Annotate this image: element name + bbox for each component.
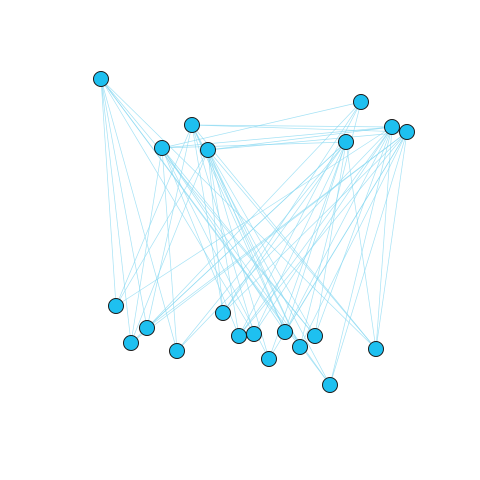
edge-t6-b7	[253, 141, 347, 335]
edge-t4-b13	[207, 149, 377, 350]
node-layer	[93, 71, 415, 393]
node-t2	[184, 117, 200, 133]
edge-t8-b2	[146, 131, 408, 329]
edge-t1-b13	[100, 78, 377, 350]
edge-t1-b7	[100, 78, 255, 335]
edge-t2-t7	[191, 124, 393, 128]
node-b2	[139, 320, 155, 336]
edge-t3-b4	[161, 147, 178, 352]
edge-t3-t6	[161, 141, 347, 149]
edge-t7-b7	[253, 126, 393, 335]
node-t1	[93, 71, 109, 87]
edge-t6-b9	[284, 141, 347, 333]
edge-t5-t3	[161, 101, 362, 149]
node-t6	[338, 134, 354, 150]
edge-t8-b3	[130, 131, 408, 344]
node-b5	[215, 305, 231, 321]
edge-t7-b12	[329, 126, 393, 386]
node-t7	[384, 119, 400, 135]
node-t5	[353, 94, 369, 110]
edge-t7-b1	[115, 126, 393, 307]
edge-t2-b5	[191, 124, 224, 314]
edge-t1-b3	[100, 78, 132, 344]
edge-t4-b1	[115, 149, 209, 307]
edge-t3-b6	[161, 147, 240, 337]
edge-t8-b5	[222, 131, 408, 314]
node-t3	[154, 140, 170, 156]
edge-t7-b4	[176, 126, 393, 352]
edge-t8-b9	[284, 131, 408, 333]
edge-t4-b5	[207, 149, 224, 314]
edge-t8-b10	[299, 131, 408, 348]
edge-t5-b5	[222, 101, 362, 314]
edge-t7-b9	[284, 126, 393, 333]
node-b1	[108, 298, 124, 314]
edge-t1-b4	[100, 78, 178, 352]
edge-t3-b3	[130, 147, 163, 344]
edge-t6-b13	[345, 141, 377, 350]
edge-t4-b6	[207, 149, 240, 337]
edge-t6-b4	[176, 141, 347, 352]
edge-t2-b1	[115, 124, 193, 307]
edge-t1-b2	[100, 78, 148, 329]
node-b3	[123, 335, 139, 351]
edge-layer	[100, 78, 408, 386]
node-b12	[322, 377, 338, 393]
edge-t4-b9	[207, 149, 286, 333]
edge-t1-b11	[100, 78, 316, 337]
node-b7	[246, 326, 262, 342]
edge-t6-b11	[314, 141, 347, 337]
node-b4	[169, 343, 185, 359]
edge-t6-b8	[268, 141, 347, 360]
edge-t7-b13	[375, 126, 393, 350]
node-b8	[261, 351, 277, 367]
edge-t7-b6	[238, 126, 393, 337]
edge-t7-b11	[314, 126, 393, 337]
node-t4	[200, 142, 216, 158]
node-b11	[307, 328, 323, 344]
edge-t8-t4	[207, 131, 408, 151]
node-b13	[368, 341, 384, 357]
edge-t1-b1	[100, 78, 117, 307]
node-b9	[277, 324, 293, 340]
node-t8	[399, 124, 415, 140]
edge-t8-b6	[238, 131, 408, 337]
edge-t2-b2	[146, 124, 193, 329]
edge-t8-b12	[329, 131, 408, 386]
node-b6	[231, 328, 247, 344]
edge-t2-b13	[191, 124, 377, 350]
edge-t4-b3	[130, 149, 209, 344]
edge-t6-b3	[130, 141, 347, 344]
edge-t3-b8	[161, 147, 270, 360]
edge-t8-b13	[375, 131, 408, 350]
edge-t2-b9	[191, 124, 286, 333]
edge-t8-t2	[191, 124, 408, 133]
node-b10	[292, 339, 308, 355]
